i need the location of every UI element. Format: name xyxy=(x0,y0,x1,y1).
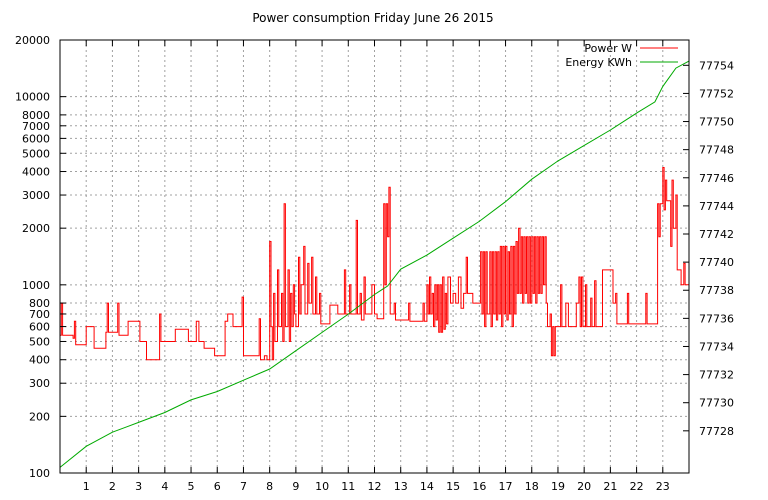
x-tick-label: 2 xyxy=(109,480,116,493)
y-right-tick-label: 77738 xyxy=(699,284,734,297)
x-tick-label: 5 xyxy=(188,480,195,493)
y-right-tick-label: 77746 xyxy=(699,172,734,185)
legend: Power W Energy KWh xyxy=(565,42,678,69)
x-tick-label: 19 xyxy=(551,480,565,493)
y-left-tick-label: 6000 xyxy=(22,132,50,145)
x-tick-label: 11 xyxy=(341,480,355,493)
y-left-tick-label: 8000 xyxy=(22,109,50,122)
y-right-tick-label: 77744 xyxy=(699,200,734,213)
y-right-tick-label: 77754 xyxy=(699,59,734,72)
grid xyxy=(60,39,689,474)
x-tick-label: 9 xyxy=(292,480,299,493)
y-right-tick-label: 77752 xyxy=(699,87,734,100)
y-right-tick-label: 77734 xyxy=(699,340,734,353)
x-tick-label: 8 xyxy=(266,480,273,493)
x-tick-label: 17 xyxy=(499,480,513,493)
y-left-tick-label: 5000 xyxy=(22,147,50,160)
x-tick-label: 1 xyxy=(83,480,90,493)
x-tick-label: 7 xyxy=(240,480,247,493)
x-tick-label: 20 xyxy=(577,480,591,493)
y-left-tick-label: 400 xyxy=(29,354,50,367)
series-energy-line xyxy=(59,60,690,468)
y-left-tick-label: 1000 xyxy=(22,279,50,292)
y-left-tick-label: 200 xyxy=(29,410,50,423)
y-right-tick-label: 77732 xyxy=(699,369,734,382)
y-left-tick-label: 500 xyxy=(29,335,50,348)
y-left-tick-label: 600 xyxy=(29,321,50,334)
y-right-tick-label: 77748 xyxy=(699,144,734,157)
axes: 1 2 3 4 5 6 7 8 9 10 11 12 13 14 15 16 17 18 19 20 21 22 23100… xyxy=(15,34,734,493)
y-left-tick-label: 7000 xyxy=(22,120,50,133)
x-tick-label: 22 xyxy=(630,480,644,493)
y-right-tick-label: 77736 xyxy=(699,312,734,325)
y-right-tick-label: 77740 xyxy=(699,256,734,269)
y-left-tick-label: 700 xyxy=(29,308,50,321)
series-power-line xyxy=(60,167,689,361)
y-left-tick-label: 2000 xyxy=(22,222,50,235)
series-area xyxy=(59,60,690,468)
x-tick-label: 14 xyxy=(420,480,434,493)
y-right-tick-label: 77750 xyxy=(699,116,734,129)
x-tick-label: 6 xyxy=(214,480,221,493)
legend-label-power: Power W xyxy=(584,42,632,55)
x-tick-label: 4 xyxy=(161,480,168,493)
y-right-tick-label: 77742 xyxy=(699,228,734,241)
x-tick-label: 18 xyxy=(525,480,539,493)
y-left-tick-label: 4000 xyxy=(22,166,50,179)
x-tick-label: 10 xyxy=(315,480,329,493)
y-left-tick-label: 10000 xyxy=(15,91,50,104)
y-left-tick-label: 20000 xyxy=(15,34,50,47)
y-left-tick-label: 100 xyxy=(29,467,50,480)
x-tick-label: 16 xyxy=(472,480,486,493)
x-tick-label: 23 xyxy=(656,480,670,493)
x-tick-label: 12 xyxy=(368,480,382,493)
chart-title: Power consumption Friday June 26 2015 xyxy=(252,11,493,25)
x-tick-label: 13 xyxy=(394,480,408,493)
x-tick-label: 3 xyxy=(135,480,142,493)
y-left-tick-label: 800 xyxy=(29,297,50,310)
y-left-tick-label: 3000 xyxy=(22,189,50,202)
x-tick-label: 21 xyxy=(603,480,617,493)
legend-label-energy: Energy KWh xyxy=(565,56,632,69)
y-right-tick-label: 77730 xyxy=(699,397,734,410)
y-left-tick-label: 300 xyxy=(29,377,50,390)
x-tick-label: 15 xyxy=(446,480,460,493)
y-right-tick-label: 77728 xyxy=(699,425,734,438)
